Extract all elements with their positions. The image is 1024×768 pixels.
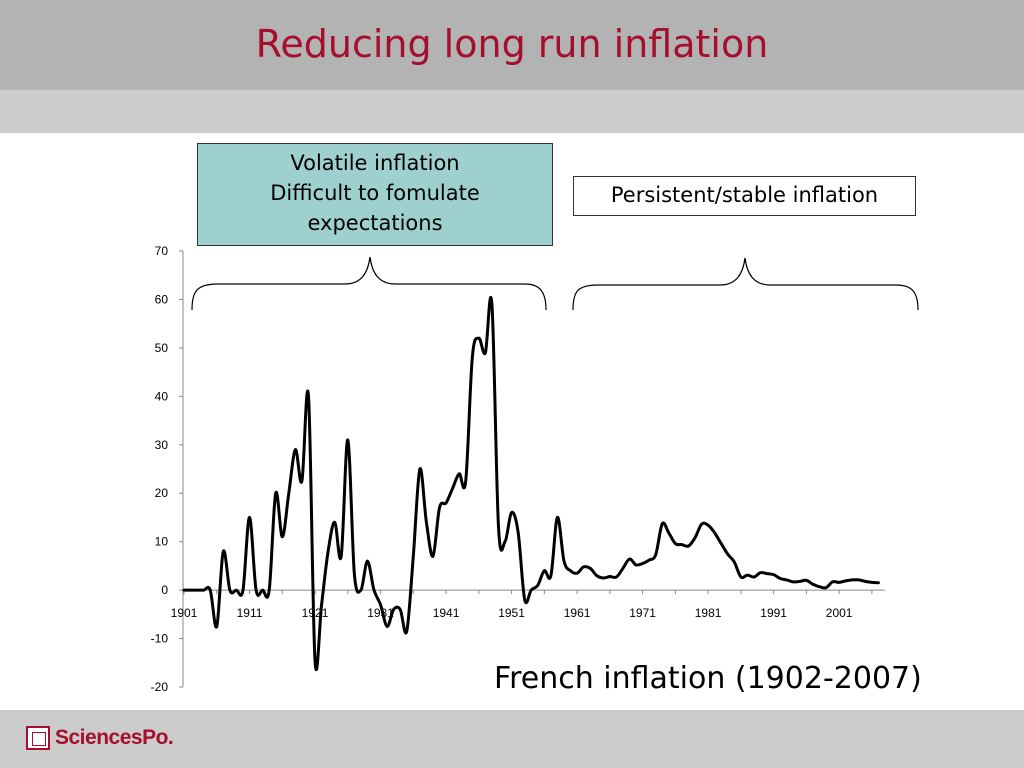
y-tick-label: 70: [155, 244, 169, 258]
footer-bar: [0, 710, 1024, 768]
x-tick-label: 1921: [302, 606, 329, 620]
volatile-line-1: Volatile inflation: [290, 151, 460, 175]
logo-text: SciencesPo.: [55, 726, 174, 749]
sciencespo-crest-icon: [26, 726, 50, 750]
x-tick-label: 2001: [826, 606, 853, 620]
volatile-line-3: expectations: [307, 211, 443, 235]
y-tick-label: -20: [151, 680, 169, 694]
y-tick-label: 0: [161, 583, 168, 597]
y-tick-label: -10: [151, 632, 169, 646]
x-tick-label: 1951: [498, 606, 525, 620]
chart-caption: French inflation (1902-2007): [494, 661, 922, 696]
x-tick-label: 1961: [564, 606, 591, 620]
title-bar: [0, 0, 1024, 90]
x-tick-label: 1911: [237, 606, 263, 620]
y-tick-label: 20: [155, 486, 169, 500]
x-tick-label: 1901: [171, 606, 198, 620]
y-tick-label: 50: [155, 341, 169, 355]
y-tick-label: 10: [155, 535, 169, 549]
x-tick-label: 1991: [760, 606, 787, 620]
stable-brace: [572, 257, 919, 311]
stable-inflation-box: Persistent/stable inflation: [573, 176, 916, 216]
chart-axes: [179, 250, 885, 688]
x-tick-labels: 1901 1911 1921 1931 1941 1951 1961 1971 1981 1991…: [171, 606, 853, 620]
x-tick-label: 1931: [367, 606, 394, 620]
y-tick-label: 40: [155, 389, 169, 403]
sciencespo-logo: SciencesPo.: [26, 726, 174, 750]
volatile-line-2: Difficult to fomulate: [270, 181, 480, 205]
y-tick-label: 60: [155, 292, 169, 306]
slide-title: Reducing long run inflation: [255, 22, 769, 66]
inflation-series-line: [182, 295, 880, 672]
volatile-inflation-box: Volatile inflation Difficult to fomulate…: [197, 143, 553, 246]
x-tick-label: 1981: [695, 606, 722, 620]
volatile-brace: [191, 256, 547, 311]
x-tick-label: 1941: [433, 606, 460, 620]
x-tick-label: 1971: [629, 606, 656, 620]
sub-bar: [0, 90, 1024, 133]
y-tick-labels: 70 60 50 40 30 20 10 0 -10 -20: [151, 244, 169, 694]
y-tick-label: 30: [155, 438, 169, 452]
